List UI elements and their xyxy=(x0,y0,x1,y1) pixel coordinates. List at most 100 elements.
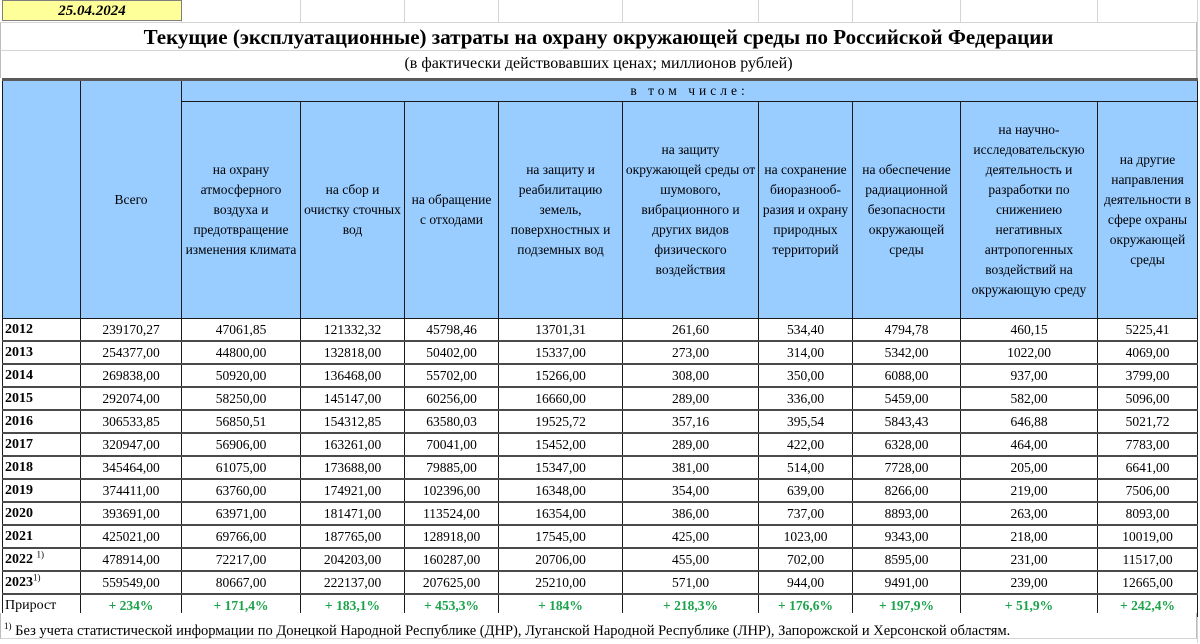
growth-cell[interactable]: + 171,4% xyxy=(181,593,301,617)
value-cell[interactable]: 132818,00 xyxy=(300,340,405,365)
value-cell[interactable]: 460,15 xyxy=(960,318,1098,342)
value-cell[interactable]: 173688,00 xyxy=(300,455,405,480)
total-cell[interactable]: 478914,00 xyxy=(80,547,182,572)
value-cell[interactable]: 12665,00 xyxy=(1096,570,1199,595)
value-cell[interactable]: 61075,00 xyxy=(181,455,301,480)
value-cell[interactable]: 8893,00 xyxy=(852,501,961,526)
value-cell[interactable]: 1022,00 xyxy=(960,340,1098,365)
value-cell[interactable]: 6641,00 xyxy=(1096,455,1199,480)
value-cell[interactable]: 60256,00 xyxy=(404,386,499,411)
value-cell[interactable]: 386,00 xyxy=(622,501,759,526)
value-cell[interactable]: 702,00 xyxy=(758,547,853,572)
header-waste[interactable]: на обращение с отходами xyxy=(404,101,499,319)
value-cell[interactable]: 15337,00 xyxy=(498,340,623,365)
value-cell[interactable]: 70041,00 xyxy=(404,432,499,457)
growth-cell[interactable]: + 234% xyxy=(80,593,182,617)
value-cell[interactable]: 222137,00 xyxy=(300,570,405,595)
value-cell[interactable]: 5459,00 xyxy=(852,386,961,411)
value-cell[interactable]: 160287,00 xyxy=(404,547,499,572)
value-cell[interactable]: 3799,00 xyxy=(1096,363,1199,388)
value-cell[interactable]: 5342,00 xyxy=(852,340,961,365)
total-cell[interactable]: 239170,27 xyxy=(80,318,182,342)
value-cell[interactable]: 113524,00 xyxy=(404,501,499,526)
value-cell[interactable]: 263,00 xyxy=(960,501,1098,526)
growth-cell[interactable]: + 453,3% xyxy=(404,593,499,617)
value-cell[interactable]: 15452,00 xyxy=(498,432,623,457)
value-cell[interactable]: 639,00 xyxy=(758,478,853,503)
value-cell[interactable]: 50920,00 xyxy=(181,363,301,388)
value-cell[interactable]: 381,00 xyxy=(622,455,759,480)
total-cell[interactable]: 269838,00 xyxy=(80,363,182,388)
year-cell[interactable]: 2017 xyxy=(2,432,81,457)
value-cell[interactable]: 9343,00 xyxy=(852,524,961,549)
value-cell[interactable]: 19525,72 xyxy=(498,409,623,434)
growth-cell[interactable]: + 242,4% xyxy=(1096,593,1199,617)
footnote[interactable]: 1) Без учета статистической информации п… xyxy=(0,613,1197,639)
header-radiation[interactable]: на обеспечение радиационной безопасности… xyxy=(852,101,961,319)
value-cell[interactable]: 58250,00 xyxy=(181,386,301,411)
total-cell[interactable]: 292074,00 xyxy=(80,386,182,411)
value-cell[interactable]: 737,00 xyxy=(758,501,853,526)
date-cell[interactable]: 25.04.2024 xyxy=(2,0,182,21)
value-cell[interactable]: 16354,00 xyxy=(498,501,623,526)
value-cell[interactable]: 261,60 xyxy=(622,318,759,342)
header-total[interactable]: Всего xyxy=(80,78,182,319)
value-cell[interactable]: 218,00 xyxy=(960,524,1098,549)
value-cell[interactable]: 534,40 xyxy=(758,318,853,342)
value-cell[interactable]: 6088,00 xyxy=(852,363,961,388)
growth-cell[interactable]: + 197,9% xyxy=(852,593,961,617)
value-cell[interactable]: 514,00 xyxy=(758,455,853,480)
value-cell[interactable]: 163261,00 xyxy=(300,432,405,457)
value-cell[interactable]: 8093,00 xyxy=(1096,501,1199,526)
value-cell[interactable]: 7728,00 xyxy=(852,455,961,480)
growth-cell[interactable]: + 218,3% xyxy=(622,593,759,617)
value-cell[interactable]: 944,00 xyxy=(758,570,853,595)
value-cell[interactable]: 273,00 xyxy=(622,340,759,365)
value-cell[interactable]: 239,00 xyxy=(960,570,1098,595)
table-title[interactable]: Текущие (эксплуатационные) затраты на ох… xyxy=(0,22,1197,51)
value-cell[interactable]: 10019,00 xyxy=(1096,524,1199,549)
header-wastewater[interactable]: на сбор и очистку сточных вод xyxy=(300,101,405,319)
value-cell[interactable]: 79885,00 xyxy=(404,455,499,480)
year-cell[interactable]: 2020 xyxy=(2,501,81,526)
value-cell[interactable]: 231,00 xyxy=(960,547,1098,572)
value-cell[interactable]: 219,00 xyxy=(960,478,1098,503)
value-cell[interactable]: 121332,32 xyxy=(300,318,405,342)
value-cell[interactable]: 464,00 xyxy=(960,432,1098,457)
header-biodiversity[interactable]: на сохранение биоразнооб-разия и охрану … xyxy=(758,101,853,319)
value-cell[interactable]: 72217,00 xyxy=(181,547,301,572)
value-cell[interactable]: 102396,00 xyxy=(404,478,499,503)
value-cell[interactable]: 336,00 xyxy=(758,386,853,411)
value-cell[interactable]: 80667,00 xyxy=(181,570,301,595)
value-cell[interactable]: 8595,00 xyxy=(852,547,961,572)
value-cell[interactable]: 4794,78 xyxy=(852,318,961,342)
value-cell[interactable]: 13701,31 xyxy=(498,318,623,342)
value-cell[interactable]: 47061,85 xyxy=(181,318,301,342)
growth-cell[interactable]: + 183,1% xyxy=(300,593,405,617)
total-cell[interactable]: 374411,00 xyxy=(80,478,182,503)
value-cell[interactable]: 55702,00 xyxy=(404,363,499,388)
value-cell[interactable]: 422,00 xyxy=(758,432,853,457)
year-cell[interactable]: 2013 xyxy=(2,340,81,365)
total-cell[interactable]: 306533,85 xyxy=(80,409,182,434)
value-cell[interactable]: 4069,00 xyxy=(1096,340,1199,365)
year-cell[interactable]: 2018 xyxy=(2,455,81,480)
value-cell[interactable]: 7783,00 xyxy=(1096,432,1199,457)
value-cell[interactable]: 63760,00 xyxy=(181,478,301,503)
value-cell[interactable]: 357,16 xyxy=(622,409,759,434)
value-cell[interactable]: 9491,00 xyxy=(852,570,961,595)
year-cell[interactable]: 2016 xyxy=(2,409,81,434)
growth-cell[interactable]: + 176,6% xyxy=(758,593,853,617)
value-cell[interactable]: 8266,00 xyxy=(852,478,961,503)
value-cell[interactable]: 44800,00 xyxy=(181,340,301,365)
value-cell[interactable]: 289,00 xyxy=(622,386,759,411)
value-cell[interactable]: 7506,00 xyxy=(1096,478,1199,503)
value-cell[interactable]: 314,00 xyxy=(758,340,853,365)
value-cell[interactable]: 15266,00 xyxy=(498,363,623,388)
year-cell[interactable]: 2014 xyxy=(2,363,81,388)
total-cell[interactable]: 345464,00 xyxy=(80,455,182,480)
year-cell[interactable]: 2021 xyxy=(2,524,81,549)
total-cell[interactable]: 425021,00 xyxy=(80,524,182,549)
value-cell[interactable]: 56906,00 xyxy=(181,432,301,457)
total-cell[interactable]: 393691,00 xyxy=(80,501,182,526)
